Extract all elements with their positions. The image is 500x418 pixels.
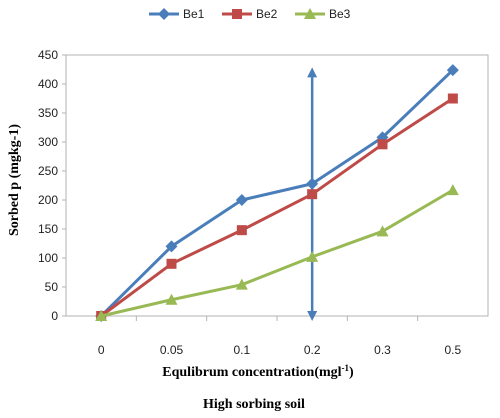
y-tick-label: 300 [38, 135, 58, 149]
y-tick-label: 150 [38, 222, 58, 236]
series-be1 [95, 64, 459, 322]
y-axis-ticks: 0 50 100 150 200 250 300 350 400 450 [38, 48, 66, 323]
data-point [376, 225, 389, 237]
data-point [446, 64, 459, 77]
plot-area [65, 54, 489, 321]
data-point [236, 225, 247, 236]
data-point [307, 189, 318, 200]
legend-item-be2: Be2 [222, 7, 278, 21]
x-axis-ticks: 0 0.05 0.1 0.2 0.3 0.5 [98, 343, 462, 357]
y-axis-title: Sorbed p (mgkg-1) [7, 124, 22, 236]
series-line [100, 188, 454, 318]
data-point [306, 177, 319, 190]
legend-marker [232, 9, 242, 19]
x-axis-title: Equlibrum concentration(mgl-1) [162, 363, 354, 380]
series-group [95, 64, 459, 322]
data-point [165, 293, 178, 305]
legend-label: Be3 [329, 7, 351, 21]
legend: Be1 Be2 Be3 [149, 7, 351, 21]
series-be3 [95, 184, 459, 321]
x-tick-label: 0.5 [444, 343, 461, 357]
y-tick-label: 100 [38, 251, 58, 265]
x-tick-label: 0.3 [374, 343, 391, 357]
legend-item-be3: Be3 [295, 7, 351, 21]
x-tick-label: 0.05 [160, 343, 184, 357]
series-line [100, 68, 454, 318]
legend-item-be1: Be1 [149, 7, 205, 21]
y-tick-label: 50 [45, 280, 59, 294]
data-point [235, 194, 248, 206]
x-tick-label: 0.1 [233, 343, 250, 357]
y-tick-label: 250 [38, 164, 58, 178]
y-tick-label: 400 [38, 77, 58, 91]
data-point [447, 93, 458, 104]
y-tick-label: 200 [38, 193, 58, 207]
series-be2 [96, 93, 458, 321]
data-point [377, 139, 388, 150]
chart-caption: High sorbing soil [203, 397, 305, 412]
x-tick-label: 0 [98, 343, 105, 357]
legend-marker [304, 8, 316, 19]
data-point [165, 240, 178, 253]
legend-label: Be1 [183, 7, 205, 21]
x-tick-label: 0.2 [304, 343, 321, 357]
data-point [306, 250, 319, 262]
y-tick-label: 450 [38, 48, 58, 62]
y-tick-label: 0 [51, 309, 58, 323]
plot-border [65, 54, 489, 317]
legend-marker [158, 8, 170, 20]
series-line [100, 97, 454, 318]
legend-label: Be2 [256, 7, 278, 21]
data-point [446, 184, 459, 196]
data-point [95, 310, 108, 321]
y-tick-label: 350 [38, 106, 58, 120]
data-point [166, 258, 177, 269]
data-point [235, 278, 248, 290]
